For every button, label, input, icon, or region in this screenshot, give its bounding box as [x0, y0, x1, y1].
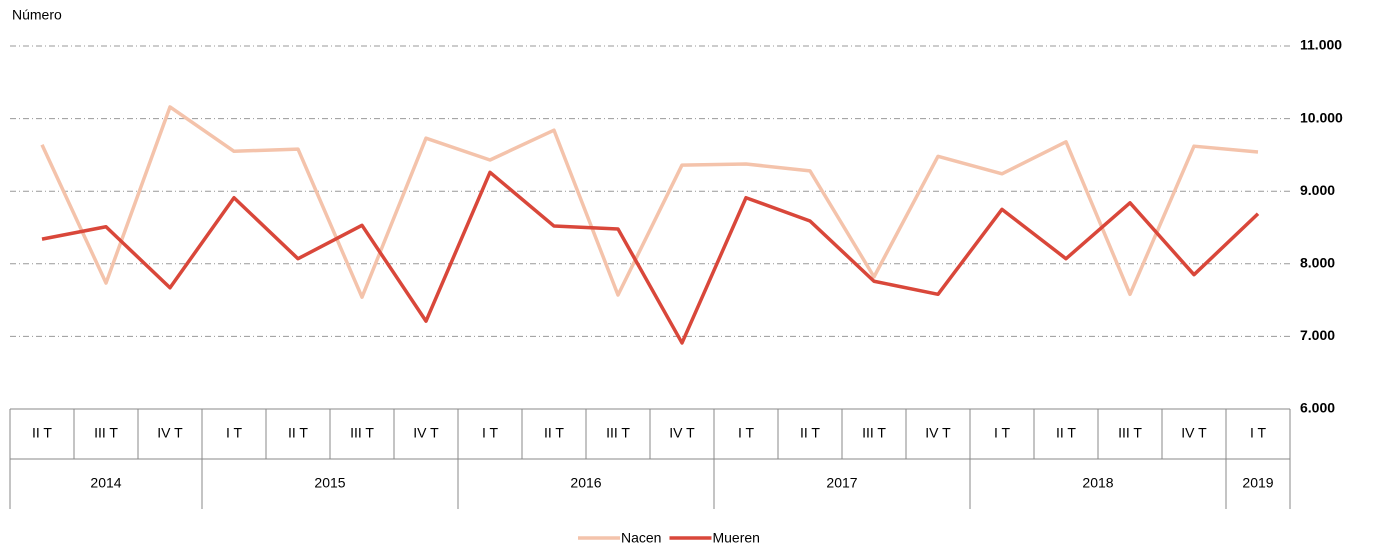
legend-label: Nacen: [621, 530, 661, 546]
x-tick-label: III T: [1118, 425, 1142, 441]
x-tick-label: IV T: [1181, 425, 1207, 441]
x-tick-label: I T: [226, 425, 243, 441]
series-line: [41, 170, 1260, 345]
y-tick-label: 7.000: [1300, 327, 1335, 343]
x-tick-label: II T: [288, 425, 308, 441]
x-tick-label: IV T: [413, 425, 439, 441]
y-tick-label: 9.000: [1300, 182, 1335, 198]
x-tick-label: II T: [32, 425, 52, 441]
x-tick-label: II T: [800, 425, 820, 441]
group-label: 2016: [570, 475, 601, 491]
y-axis-label: Número: [12, 7, 62, 23]
x-tick-label: I T: [482, 425, 499, 441]
x-tick-label: I T: [1250, 425, 1267, 441]
y-tick-label: 6.000: [1300, 400, 1335, 416]
group-label: 2019: [1242, 475, 1273, 491]
group-label: 2015: [314, 475, 345, 491]
x-tick-label: III T: [350, 425, 374, 441]
group-label: 2017: [826, 475, 857, 491]
x-tick-label: IV T: [669, 425, 695, 441]
group-label: 2014: [90, 475, 121, 491]
series-line: [40, 105, 1259, 299]
x-tick-label: III T: [862, 425, 886, 441]
x-tick-label: III T: [606, 425, 630, 441]
x-tick-label: IV T: [157, 425, 183, 441]
x-tick-label: II T: [1056, 425, 1076, 441]
y-tick-label: 10.000: [1300, 109, 1343, 125]
x-tick-label: IV T: [925, 425, 951, 441]
x-tick-label: II T: [544, 425, 564, 441]
x-tick-label: I T: [738, 425, 755, 441]
group-label: 2018: [1082, 475, 1113, 491]
x-tick-label: I T: [994, 425, 1011, 441]
x-tick-label: III T: [94, 425, 118, 441]
y-tick-label: 11.000: [1300, 37, 1342, 53]
y-tick-label: 8.000: [1300, 255, 1335, 271]
legend-label: Mueren: [712, 530, 759, 546]
